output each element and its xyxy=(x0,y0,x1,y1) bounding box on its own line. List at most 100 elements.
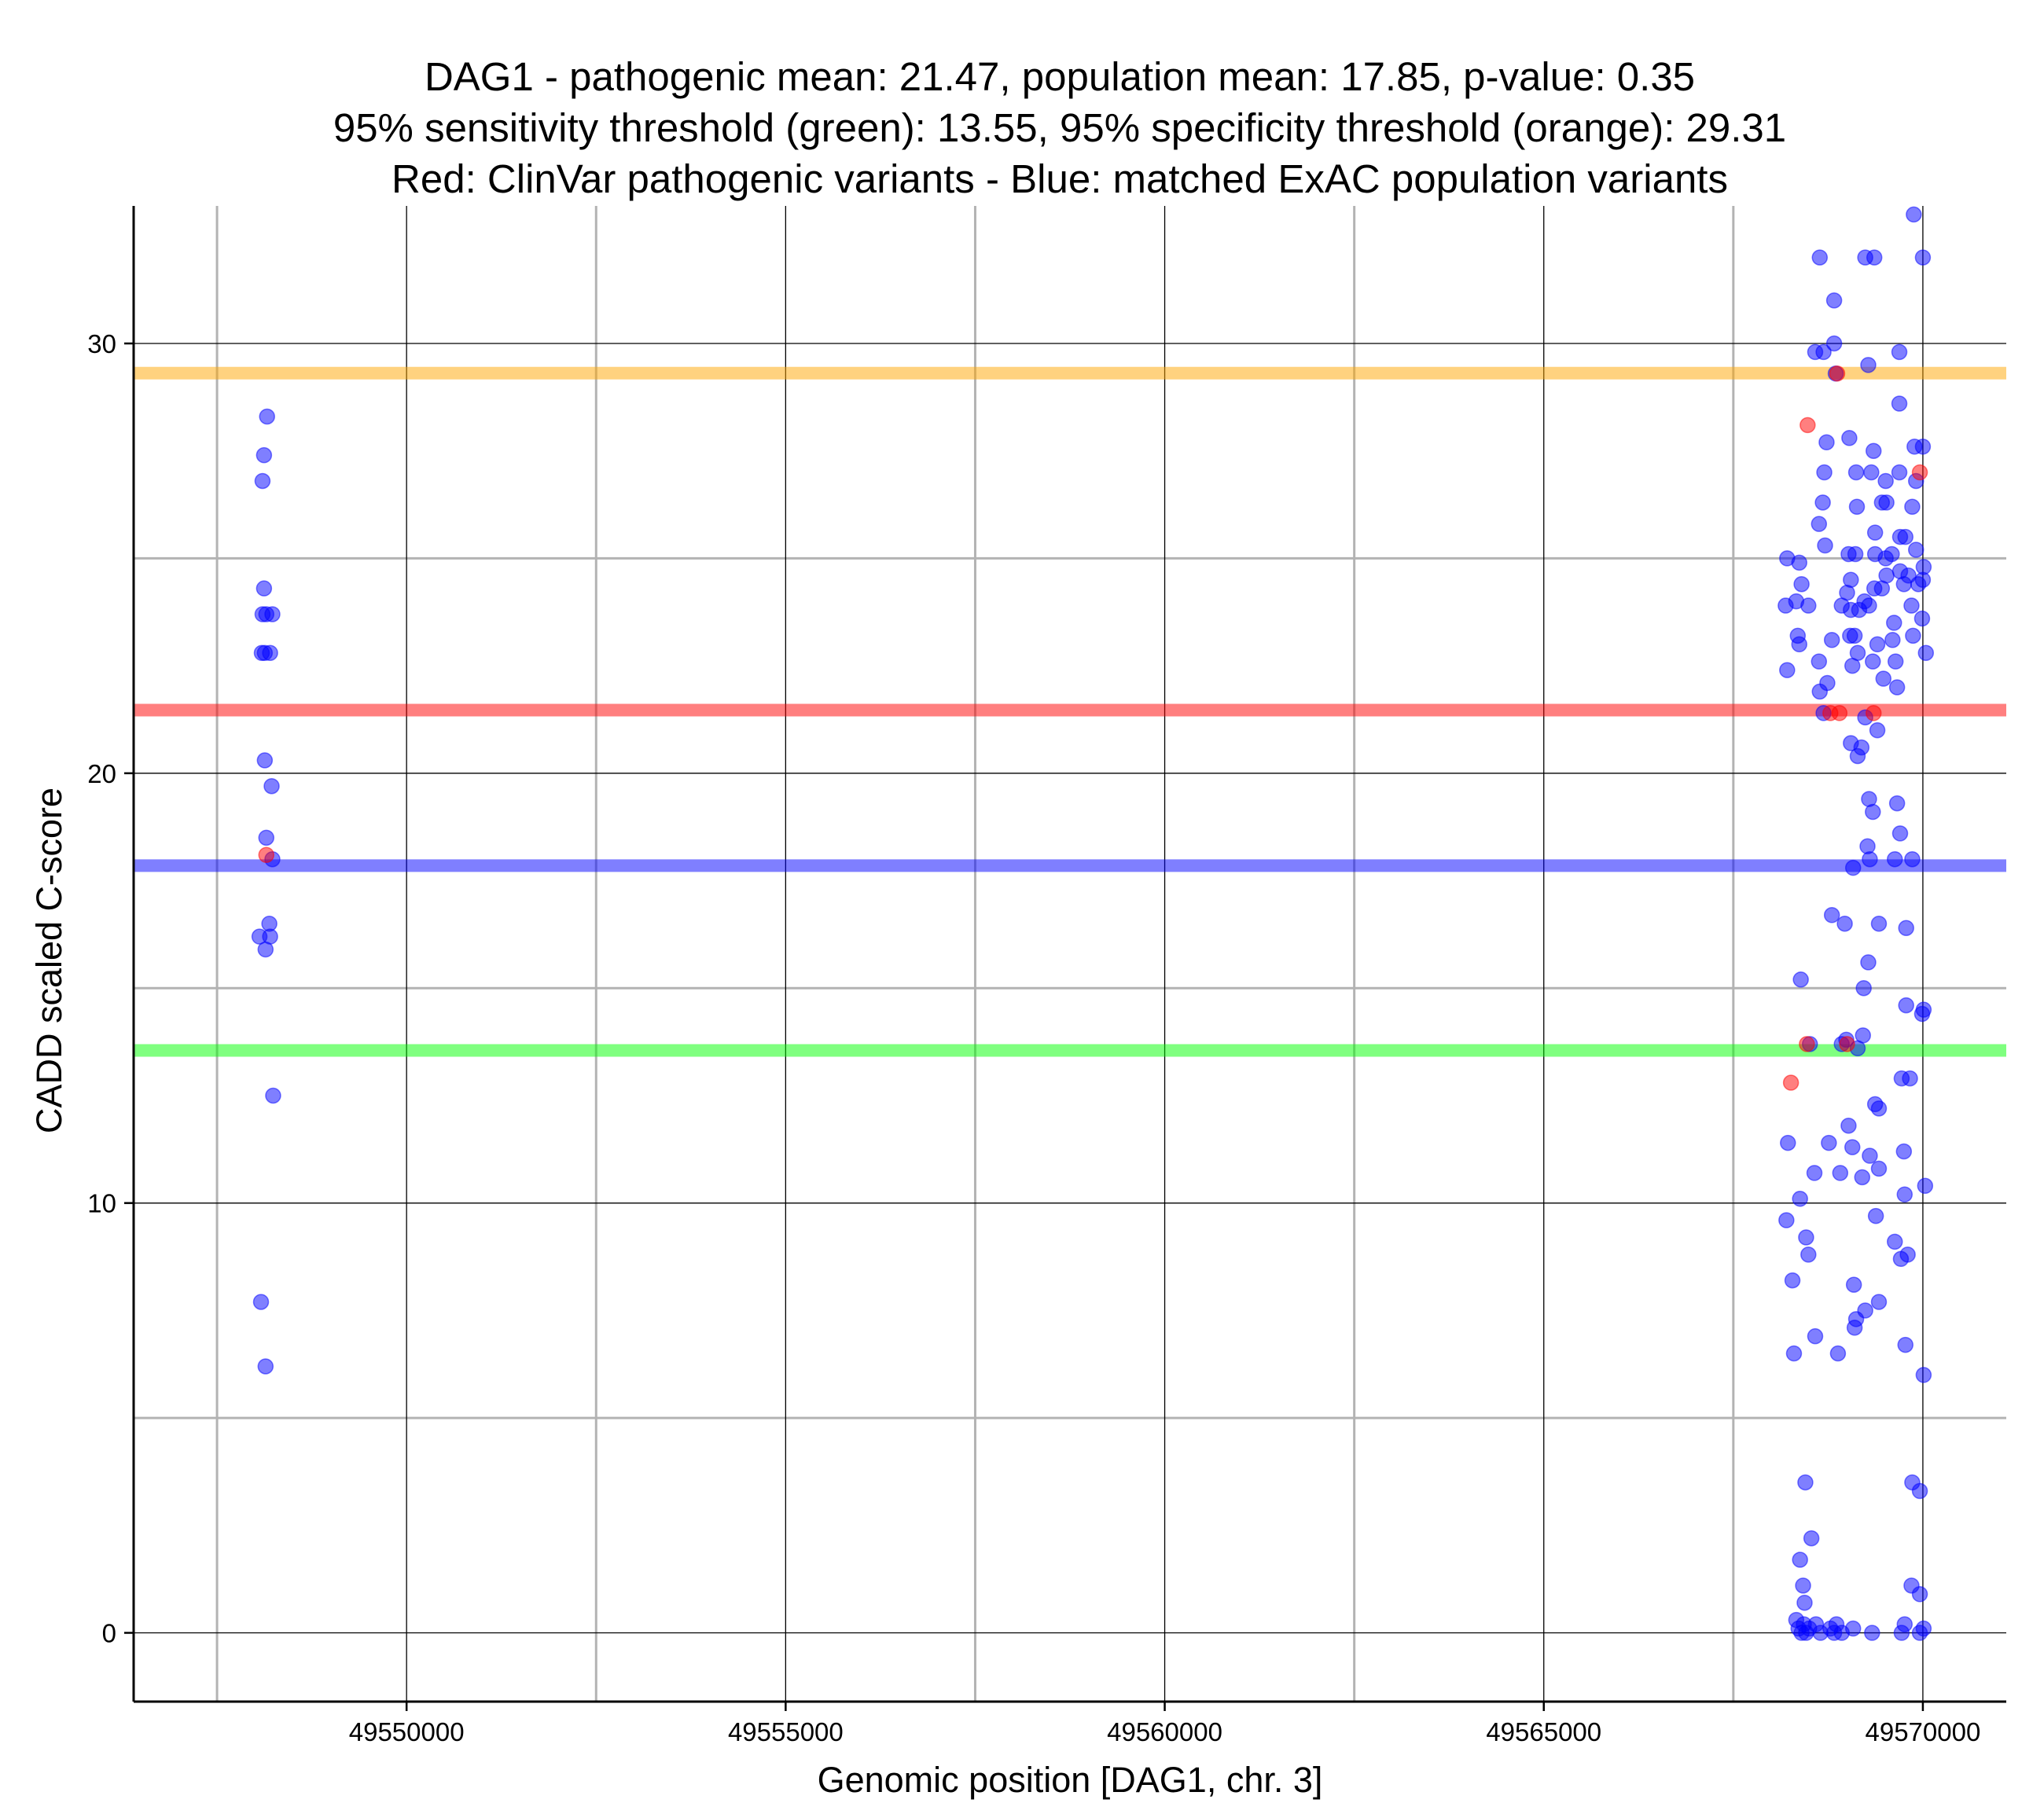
pathogenic-variant-point xyxy=(1865,705,1882,722)
population-variant-point xyxy=(1844,657,1861,674)
population-variant-point xyxy=(1807,1327,1824,1345)
population-variant-point xyxy=(1875,670,1892,687)
population-variant-point xyxy=(1855,979,1872,997)
population-variant-point xyxy=(1823,907,1840,924)
population-variant-point xyxy=(256,580,273,597)
pathogenic-variant-point xyxy=(1831,705,1848,722)
population-variant-point xyxy=(1854,1169,1871,1186)
y-axis-label: CADD scaled C-score xyxy=(29,788,69,1133)
pathogenic-variant-point xyxy=(1782,1074,1800,1091)
population-variant-point xyxy=(1847,545,1864,563)
population-variant-point xyxy=(256,446,273,464)
population-variant-point xyxy=(1906,206,1922,223)
population-variant-point xyxy=(1869,722,1886,739)
population-variant-point xyxy=(1915,1620,1932,1637)
population-variant-point xyxy=(1849,747,1866,765)
population-variant-point xyxy=(1917,644,1935,661)
population-variant-point xyxy=(1896,1186,1913,1203)
population-variant-point xyxy=(257,941,274,958)
pathogenic-variant-point xyxy=(1839,1036,1855,1052)
population-variant-point xyxy=(257,1358,274,1375)
population-variant-point xyxy=(1860,357,1877,373)
reference-lines xyxy=(134,366,2006,1057)
population-variant-point xyxy=(1811,249,1829,266)
population-variant-point xyxy=(1915,1367,1932,1383)
population-variant-point xyxy=(1832,1165,1849,1181)
population-variant-point xyxy=(1886,850,1903,868)
population-variant-point xyxy=(1825,335,1843,352)
population-variant-point xyxy=(1886,615,1902,631)
title-line-3: Red: ClinVar pathogenic variants - Blue:… xyxy=(392,156,1728,201)
population-variant-point xyxy=(1896,1616,1913,1632)
population-variant-point xyxy=(1913,610,1931,627)
population-variant-point xyxy=(252,1294,270,1310)
pathogenic-variant-point xyxy=(1911,464,1928,481)
population-variant-point xyxy=(1811,516,1828,532)
population-variant-point xyxy=(1816,464,1833,481)
population-variant-point xyxy=(1914,571,1932,588)
population-variant-point xyxy=(1878,494,1895,511)
population-variant-point xyxy=(1891,395,1908,412)
grid-major xyxy=(134,206,2006,1702)
population-variant-point xyxy=(1888,679,1906,696)
population-variant-point xyxy=(1800,1247,1817,1263)
population-variant-point xyxy=(1866,524,1884,541)
pathogenic-variant-point xyxy=(1799,1036,1815,1052)
population-variant-point xyxy=(1818,434,1835,451)
population-variant-point xyxy=(1796,1594,1813,1611)
population-variant-point xyxy=(1865,442,1882,459)
population-variant-point xyxy=(1895,1143,1913,1160)
population-variant-point xyxy=(1865,653,1881,670)
grid-minor xyxy=(134,206,2006,1702)
population-variant-point xyxy=(262,644,278,661)
population-variant-point xyxy=(1884,545,1900,563)
y-tick-label: 0 xyxy=(102,1619,116,1648)
population-variant-point xyxy=(1870,1294,1888,1310)
population-variant-point xyxy=(1778,1212,1795,1228)
population-variant-point xyxy=(265,1087,281,1104)
population-variant-point xyxy=(1914,249,1932,266)
x-tick-label: 49550000 xyxy=(349,1717,465,1746)
population-variant-point xyxy=(1866,249,1883,266)
population-variant-point xyxy=(1841,430,1858,446)
population-variant-point xyxy=(1797,1474,1814,1491)
population-variant-point xyxy=(1891,825,1909,842)
population-variant-point xyxy=(1793,575,1810,593)
pathogenic-variant-point xyxy=(1800,417,1816,434)
population-variant-point xyxy=(1792,971,1809,988)
population-variant-point xyxy=(1779,662,1796,678)
population-variant-point xyxy=(259,408,275,425)
population-variant-point xyxy=(1821,1134,1837,1151)
population-variant-point xyxy=(1897,1336,1913,1353)
x-tick-label: 49555000 xyxy=(728,1717,844,1746)
population-variant-point xyxy=(1898,997,1914,1014)
population-variant-point xyxy=(1865,803,1881,821)
population-variant-point xyxy=(1811,653,1828,670)
population-variant-point xyxy=(1870,915,1888,932)
population-variant-point xyxy=(1791,636,1807,653)
x-ticks: 49550000 49555000 49560000 49565000 49570000 xyxy=(349,1702,1980,1746)
population-variant-point xyxy=(1800,597,1817,614)
population-variant-point xyxy=(1913,1005,1931,1023)
data-points xyxy=(251,206,1935,1641)
population-variant-point xyxy=(1823,632,1840,648)
population-variant-point xyxy=(1860,954,1877,971)
population-variant-point xyxy=(1862,1148,1878,1164)
population-variant-point xyxy=(1844,1139,1861,1155)
y-tick-label: 20 xyxy=(87,759,116,788)
population-variant-point xyxy=(1904,850,1921,868)
population-variant-point xyxy=(1891,464,1908,481)
population-variant-point xyxy=(263,777,280,795)
y-tick-label: 30 xyxy=(87,329,116,358)
population-variant-point xyxy=(1902,1070,1918,1087)
population-variant-point xyxy=(1898,920,1914,936)
population-variant-point xyxy=(1815,343,1832,361)
population-variant-point xyxy=(1861,597,1877,614)
population-variant-point xyxy=(1864,1625,1880,1641)
population-variant-point xyxy=(1903,597,1920,614)
population-variant-point xyxy=(1825,292,1843,309)
population-variant-point xyxy=(1911,1586,1928,1603)
population-variant-point xyxy=(1846,627,1863,644)
